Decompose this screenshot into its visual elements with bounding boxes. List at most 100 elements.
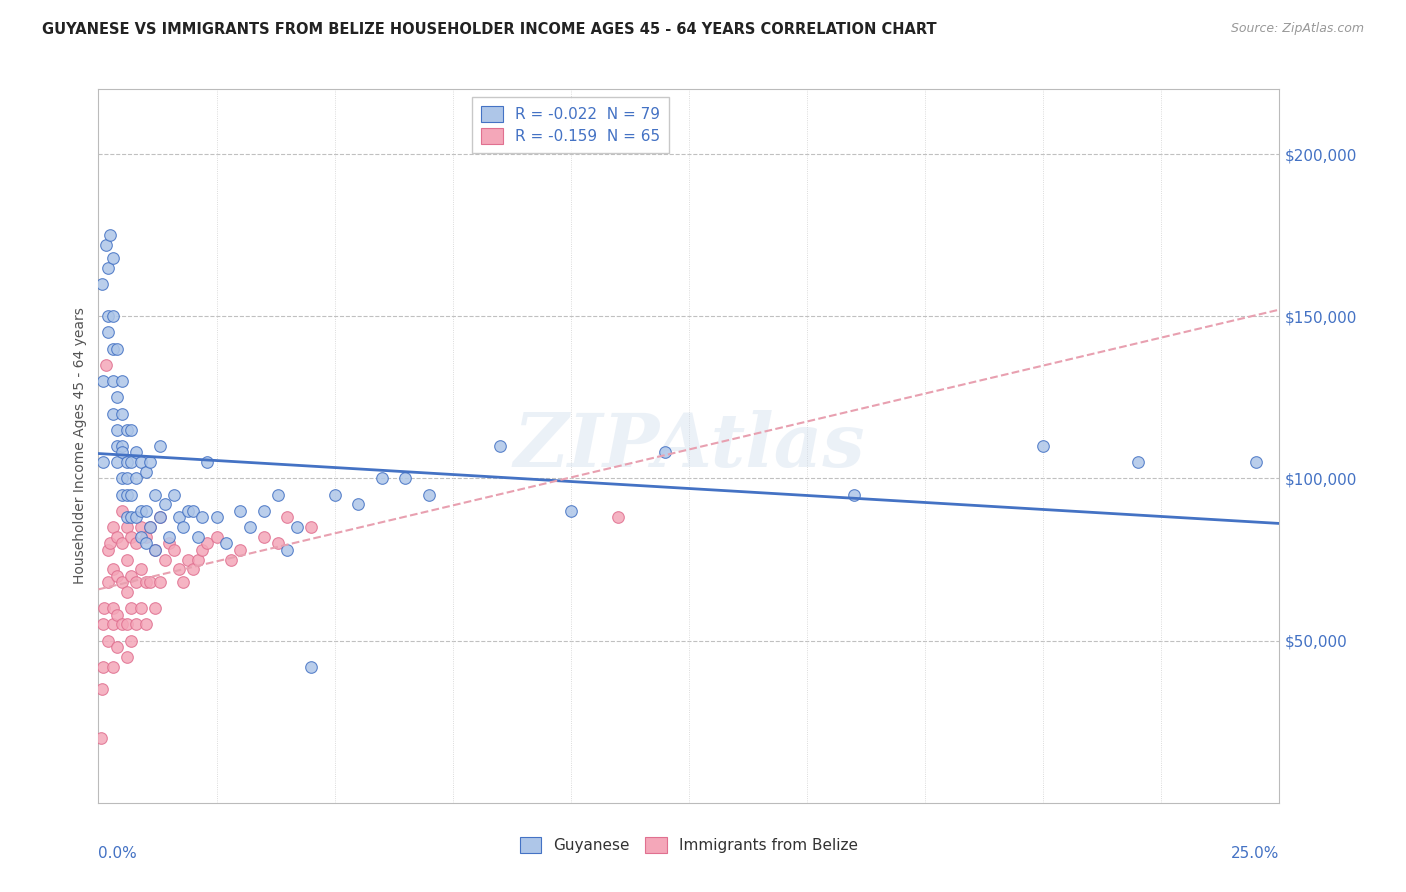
Point [205,510,228,524]
Point [139,455,162,469]
Point [323,488,346,502]
Point [129,455,152,469]
Point [195,536,218,550]
Point [195,455,218,469]
Point [129,530,152,544]
Point [172,575,194,590]
Point [167,510,190,524]
Point [1244,455,1267,469]
Point [1032,439,1054,453]
Point [111,374,134,388]
Point [181,504,204,518]
Point [229,504,252,518]
Point [135,617,157,632]
Point [163,542,186,557]
Text: ZIPAtlas: ZIPAtlas [513,409,865,483]
Point [115,423,138,437]
Point [143,542,166,557]
Text: GUYANESE VS IMMIGRANTS FROM BELIZE HOUSEHOLDER INCOME AGES 45 - 64 YEARS CORRELA: GUYANESE VS IMMIGRANTS FROM BELIZE HOUSE… [42,22,936,37]
Point [187,530,209,544]
Point [101,251,124,265]
Point [105,342,128,356]
Point [129,504,152,518]
Point [181,562,204,576]
Point [129,562,152,576]
Point [135,575,157,590]
Point [191,510,214,524]
Point [125,575,148,590]
Point [121,530,143,544]
Point [121,488,143,502]
Point [215,536,238,550]
Point [111,445,134,459]
Point [253,504,276,518]
Point [97,575,120,590]
Point [654,445,676,459]
Point [111,407,134,421]
Point [111,439,134,453]
Point [91,374,114,388]
Point [299,520,322,534]
Point [115,488,138,502]
Point [153,497,176,511]
Point [153,552,176,566]
Point [94,238,117,252]
Point [347,497,370,511]
Point [94,358,117,372]
Point [111,575,134,590]
Point [149,510,172,524]
Point [135,536,157,550]
Point [101,601,124,615]
Point [105,530,128,544]
Point [105,607,128,622]
Point [97,542,120,557]
Point [115,585,138,599]
Point [560,504,582,518]
Point [97,633,120,648]
Point [101,562,124,576]
Point [121,568,143,582]
Point [135,504,157,518]
Point [1126,455,1149,469]
Point [418,488,440,502]
Point [93,601,115,615]
Point [149,575,172,590]
Point [111,536,134,550]
Point [276,542,298,557]
Point [111,488,134,502]
Point [276,510,298,524]
Point [115,649,138,664]
Point [97,310,120,324]
Point [97,326,120,340]
Point [115,520,138,534]
Point [91,277,114,291]
Legend: Guyanese, Immigrants from Belize: Guyanese, Immigrants from Belize [513,831,865,859]
Point [115,471,138,485]
Y-axis label: Householder Income Ages 45 - 64 years: Householder Income Ages 45 - 64 years [73,308,87,584]
Point [121,423,143,437]
Point [125,445,148,459]
Point [111,617,134,632]
Point [91,617,114,632]
Point [105,568,128,582]
Point [285,520,308,534]
Text: 25.0%: 25.0% [1232,846,1279,861]
Point [101,520,124,534]
Point [239,520,262,534]
Point [191,542,214,557]
Point [101,407,124,421]
Point [394,471,416,485]
Point [157,530,180,544]
Point [101,310,124,324]
Point [135,465,157,479]
Point [115,510,138,524]
Point [101,374,124,388]
Point [489,439,512,453]
Point [98,228,121,243]
Point [135,530,157,544]
Point [267,488,290,502]
Point [121,510,143,524]
Point [105,455,128,469]
Point [105,640,128,654]
Point [177,504,200,518]
